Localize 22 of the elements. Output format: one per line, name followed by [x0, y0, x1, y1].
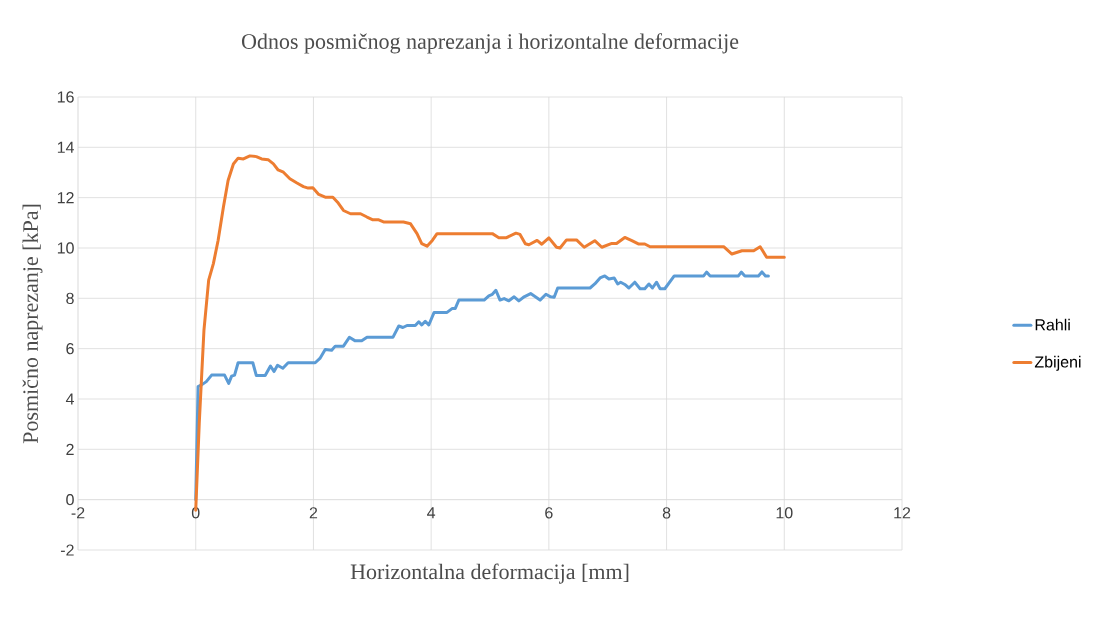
y-tick-label: 0 — [66, 493, 74, 506]
line-series — [194, 270, 770, 502]
y-tick-label: 6 — [66, 342, 74, 355]
x-tick-label: 12 — [894, 507, 911, 519]
x-tick-label: 8 — [662, 507, 671, 519]
chart-title: Odnos posmičnog naprezanja i horizontalne deformacije — [241, 33, 739, 54]
y-tick-label: 2 — [66, 443, 74, 455]
legend-label: Zbijeni — [1034, 355, 1081, 371]
y-tick-label: -2 — [60, 544, 74, 556]
legend-label: Rahli — [1035, 318, 1070, 331]
y-axis-title: Posmično naprezanje [kPa] — [22, 204, 43, 444]
y-tick-label: 4 — [65, 393, 74, 405]
y-tick-label: 16 — [57, 91, 74, 103]
x-tick-label: 6 — [545, 507, 553, 519]
x-tick-label: 4 — [427, 507, 436, 519]
x-tick-label: 2 — [309, 507, 318, 519]
y-tick-label: 14 — [57, 141, 74, 153]
y-tick-label: 12 — [57, 192, 74, 204]
x-axis-title: Horizontalna deformacija [mm] — [350, 563, 629, 584]
y-tick-label: 10 — [57, 242, 74, 254]
y-tick-label: 8 — [66, 292, 74, 304]
x-tick-label: 10 — [776, 507, 793, 519]
